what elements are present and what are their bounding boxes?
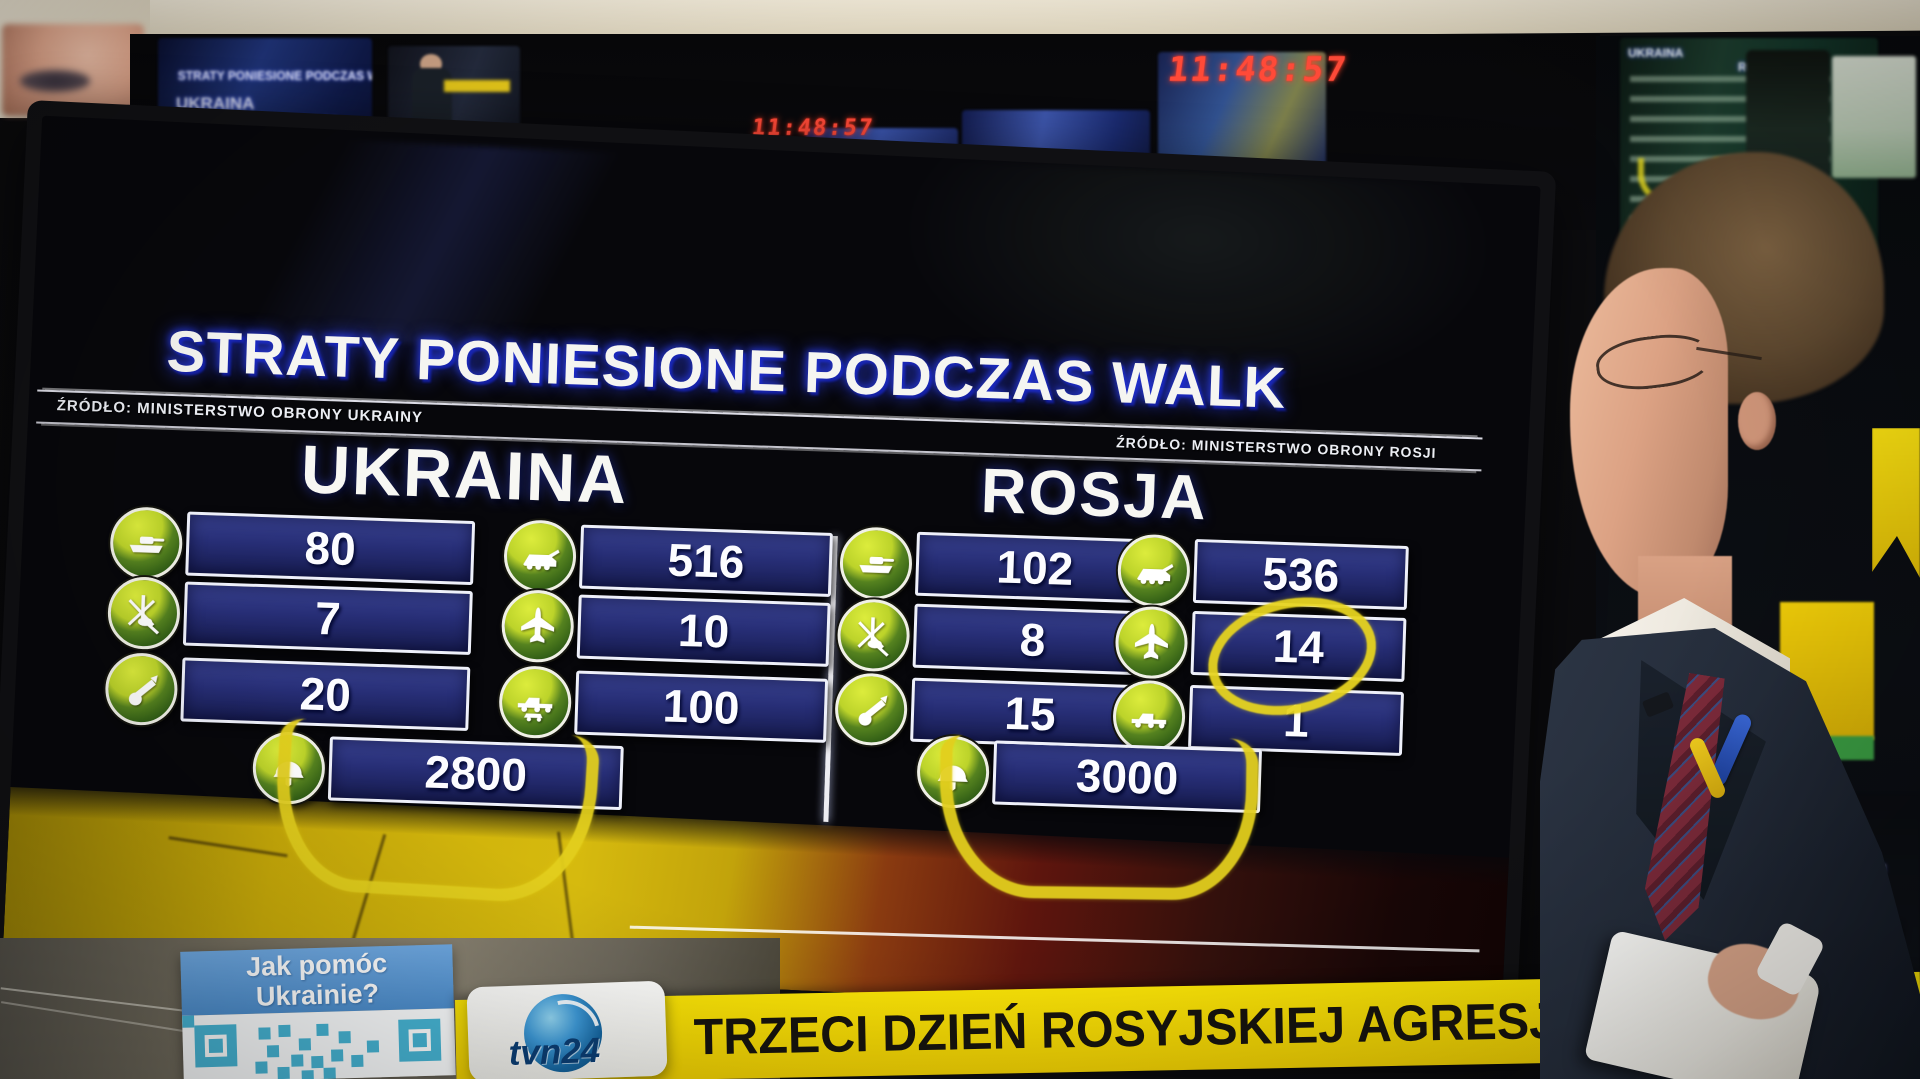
ukraina-header: UKRAINA [299, 431, 630, 519]
mini-chyron [444, 80, 510, 92]
tank-icon [838, 526, 914, 601]
studio-clock: 11:48:57 [1165, 50, 1351, 90]
qr-finder [194, 1024, 238, 1068]
apc-icon [502, 519, 578, 594]
helmet-icon [915, 734, 991, 810]
rosja-header: ROSJA [979, 455, 1210, 534]
infographic-board: STRATY PONIESIONE PODCZAS WALK ŹRÓDŁO: M… [8, 121, 1535, 1008]
vehicles-icon [1111, 679, 1187, 754]
helmet-icon [251, 730, 327, 806]
tvn24-wordmark: tvn24 [508, 1030, 601, 1074]
presenter-face [1570, 268, 1728, 598]
tank-icon [109, 506, 184, 581]
mini-title: STRATY PONIESIONE PODCZAS WALK [177, 68, 372, 83]
monitor-blue-4 [1158, 52, 1326, 170]
helicopter-icon [106, 575, 182, 651]
tvn24-logo-card: tvn24 [466, 980, 668, 1079]
help-ukraine-card: Jak pomóc Ukrainie? [180, 944, 456, 1079]
vehicles-icon [498, 665, 573, 740]
artillery-icon [833, 672, 909, 747]
marker-arc-under-2800 [270, 717, 601, 907]
ukraina-apc-value: 516 [578, 524, 833, 597]
qr-modules [182, 1015, 195, 1028]
help-line-1: Jak pomóc [245, 947, 388, 982]
helicopter-icon [836, 598, 911, 673]
ukraina-helicopter-value: 7 [182, 581, 473, 656]
qr-finder [398, 1018, 442, 1062]
wall-corner [0, 0, 150, 118]
source-left: ŹRÓDŁO: MINISTERSTWO OBRONY UKRAINY [56, 397, 424, 427]
source-right: ŹRÓDŁO: MINISTERSTWO OBRONY ROSJI [1115, 434, 1437, 461]
ukraina-plane-value: 10 [576, 594, 831, 667]
help-ukraine-header: Jak pomóc Ukrainie? [180, 944, 454, 1016]
plane-icon [1114, 605, 1189, 680]
eye-shadow [20, 70, 90, 92]
monitor-light-card [1832, 56, 1916, 178]
presenter [1540, 140, 1920, 1079]
ukraina-tank-value: 80 [185, 511, 476, 586]
artillery-icon [104, 651, 179, 727]
headline: TRZECI DZIEŃ ROSYJSKIEJ AGRESJI [693, 991, 1571, 1066]
mini-ukraina-label: UKRAINA [1628, 46, 1684, 60]
presenter-ear [1738, 392, 1776, 450]
tv-bezel: STRATY PONIESIONE PODCZAS WALK ŹRÓDŁO: M… [0, 100, 1557, 1040]
blurred-face-photo [2, 24, 144, 116]
tv-screen: STRATY PONIESIONE PODCZAS WALK ŹRÓDŁO: M… [2, 115, 1541, 1024]
apc-icon [1116, 533, 1192, 608]
marker-arc-around-3000 [938, 734, 1259, 901]
qr-code [182, 1008, 456, 1079]
ukraina-vehicles-value: 100 [574, 670, 829, 743]
help-line-2: Ukrainie? [255, 978, 380, 1012]
plane-icon [500, 589, 575, 664]
